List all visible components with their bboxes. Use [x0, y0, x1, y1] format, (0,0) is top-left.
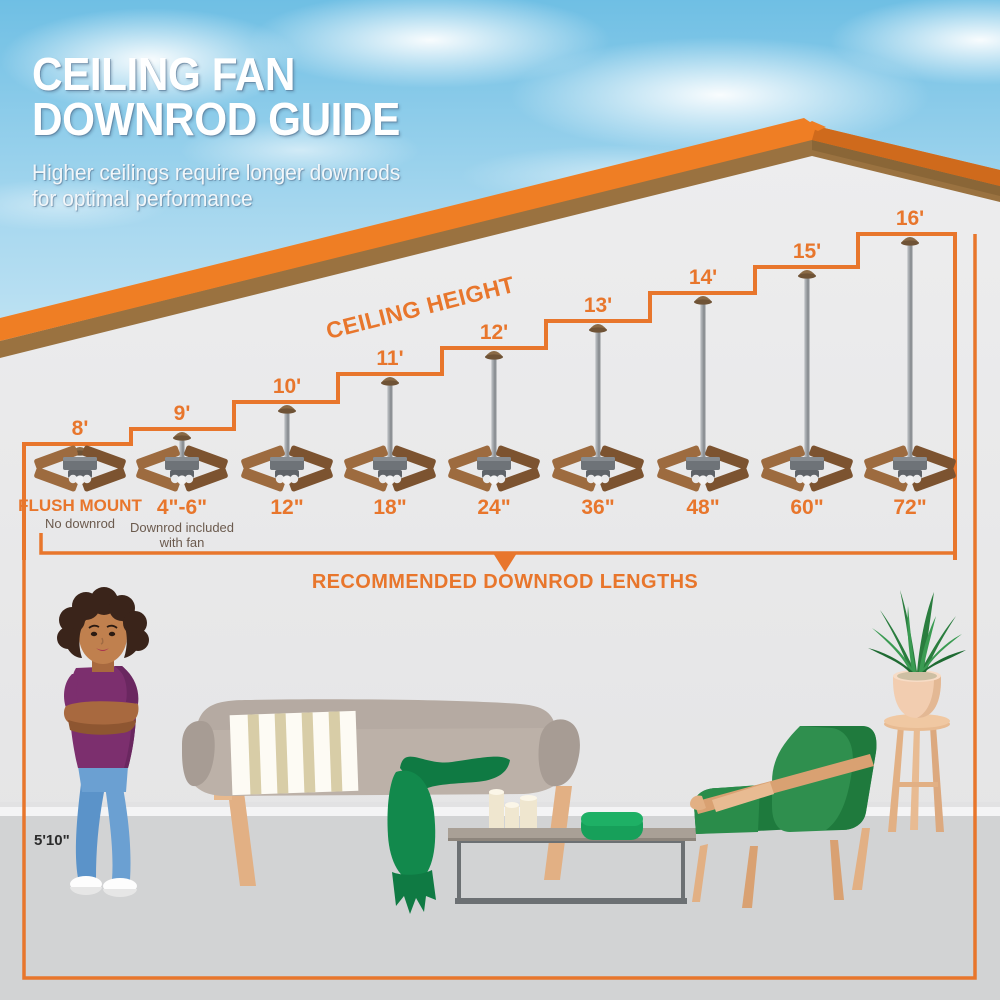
- ceiling-height-label: 10': [272, 375, 302, 398]
- page-title: CEILING FAN DOWNROD GUIDE: [32, 48, 547, 146]
- downrod-length-label: 4"-6" Downrod included with fan: [130, 496, 234, 550]
- striped-pillow: [229, 710, 359, 796]
- downrod-length-value: 18": [373, 496, 407, 519]
- person-height-label: 5'10": [34, 832, 70, 849]
- subtitle-line-2: for optimal performance: [32, 185, 253, 211]
- ceiling-fans-group: [34, 237, 956, 492]
- ceiling-fan: [241, 405, 333, 492]
- downrod-length-label: 60": [790, 496, 823, 520]
- ceiling-height-label: 11': [376, 347, 404, 370]
- green-bowl-illustration: [581, 812, 643, 840]
- ceiling-fan: [657, 296, 749, 492]
- downrod-length-sublabel: Downrod included with fan: [129, 520, 235, 550]
- downrod-length-label: 36": [581, 496, 614, 520]
- ceiling-fan: [552, 324, 644, 492]
- ceiling-fan: [761, 270, 853, 492]
- sofa-illustration: [182, 699, 580, 914]
- green-chair-illustration: [690, 726, 877, 908]
- downrod-length-value: 72": [893, 496, 927, 519]
- subtitle-line-1: Higher ceilings require longer downrods: [32, 160, 401, 185]
- downrod-length-label: 18": [373, 496, 406, 520]
- ceiling-height-label: 12': [479, 321, 509, 344]
- page-subtitle: Higher ceilings require longer downrods …: [32, 160, 479, 212]
- downrod-length-label: 72": [893, 496, 926, 520]
- downrod-bracket: [39, 533, 957, 572]
- person-illustration: [57, 587, 149, 897]
- downrod-length-value: 48": [686, 496, 720, 519]
- ceiling-fan: [136, 432, 228, 492]
- title-line-2: DOWNROD GUIDE: [32, 93, 400, 146]
- ceiling-height-label: 16': [895, 207, 925, 230]
- ceiling-height-step-line: [22, 232, 957, 560]
- downrod-length-label: 12": [270, 496, 303, 520]
- ceiling-fan: [864, 237, 956, 492]
- downrod-length-sublabel: No downrod: [44, 516, 116, 531]
- downrod-length-value: 12": [270, 496, 304, 519]
- ceiling-height-label: 9': [173, 402, 191, 425]
- green-throw-blanket: [387, 756, 510, 914]
- downrod-length-label: FLUSH MOUNT No downrod: [18, 496, 142, 532]
- ceiling-fan: [344, 377, 436, 492]
- ceiling-fan: [448, 351, 540, 492]
- roof-orange-band: [0, 118, 1000, 341]
- ceiling-height-label: 8': [71, 417, 89, 440]
- downrod-length-value: 24": [477, 496, 511, 519]
- downrod-length-value: 36": [581, 496, 615, 519]
- outer-frame-border: [22, 234, 977, 980]
- downrod-length-value: 60": [790, 496, 824, 519]
- downrod-length-label: 24": [477, 496, 510, 520]
- downrod-length-value: 4"-6": [156, 496, 208, 519]
- ceiling-height-label: 13': [583, 294, 613, 317]
- downrod-length-value: FLUSH MOUNT: [18, 496, 142, 515]
- ceiling-height-label: 15': [792, 240, 822, 263]
- bracket-caption: RECOMMENDED DOWNROD LENGTHS: [311, 571, 699, 593]
- ceiling-fan: [34, 445, 126, 492]
- candles-illustration: [489, 789, 537, 828]
- bracket-arrow-icon: [493, 553, 517, 572]
- ceiling-height-label: 14': [688, 266, 718, 289]
- plant-stand-illustration: [868, 590, 966, 832]
- downrod-length-label: 48": [686, 496, 719, 520]
- title-line-1: CEILING FAN: [32, 48, 295, 100]
